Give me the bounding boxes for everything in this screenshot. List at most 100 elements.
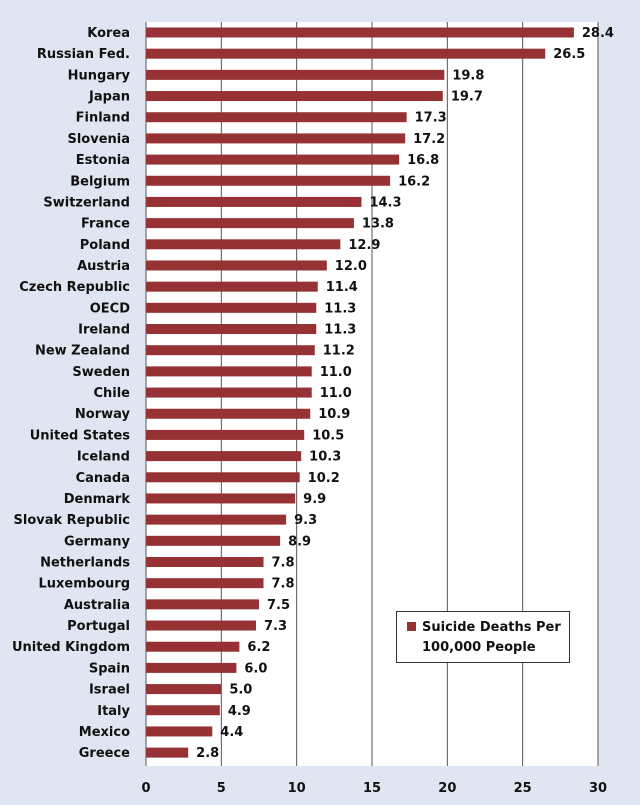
bar bbox=[146, 535, 281, 546]
category-label: Poland bbox=[80, 238, 130, 253]
category-label: Greece bbox=[79, 746, 130, 761]
bar bbox=[146, 387, 312, 398]
category-labels: Korea Russian Fed. Hungary Japan Finland Slov… bbox=[12, 26, 131, 761]
category-label: Russian Fed. bbox=[37, 47, 130, 62]
value-label: 11.3 bbox=[324, 301, 356, 316]
x-tick-label: 10 bbox=[288, 781, 306, 796]
category-label: Belgium bbox=[70, 174, 130, 189]
bar bbox=[146, 726, 213, 737]
category-label: United States bbox=[30, 428, 131, 443]
legend: Suicide Deaths Per 100,000 People bbox=[396, 611, 570, 663]
value-label: 4.4 bbox=[220, 725, 243, 740]
category-label: Finland bbox=[76, 111, 130, 126]
category-label: Hungary bbox=[68, 68, 131, 83]
value-label: 14.3 bbox=[369, 195, 401, 210]
bar bbox=[146, 175, 391, 186]
bar bbox=[146, 662, 237, 673]
bar bbox=[146, 366, 312, 377]
category-label: Luxembourg bbox=[39, 577, 131, 592]
category-label: France bbox=[81, 217, 130, 232]
value-label: 13.8 bbox=[362, 217, 394, 232]
bar bbox=[146, 599, 259, 610]
bar bbox=[146, 705, 220, 716]
category-label: Slovak Republic bbox=[14, 513, 130, 528]
bar bbox=[146, 684, 222, 695]
category-label: Slovenia bbox=[67, 132, 130, 147]
value-label: 4.9 bbox=[228, 704, 251, 719]
bar bbox=[146, 557, 264, 567]
value-label: 7.8 bbox=[272, 577, 295, 592]
category-label: Ireland bbox=[78, 323, 130, 338]
value-label: 17.3 bbox=[415, 111, 447, 126]
bar bbox=[146, 281, 318, 292]
value-labels: 28.4 26.5 19.8 19.7 17.3 17.2 16.8 16.2 14.3 13.8… bbox=[196, 26, 614, 761]
value-label: 11.0 bbox=[320, 386, 352, 401]
value-label: 12.0 bbox=[335, 259, 367, 274]
value-label: 11.0 bbox=[320, 365, 352, 380]
value-label: 6.2 bbox=[247, 640, 270, 655]
legend-label-line2: 100,000 People bbox=[422, 640, 536, 655]
bar bbox=[146, 69, 445, 80]
bars bbox=[146, 27, 574, 758]
value-label: 7.3 bbox=[264, 619, 287, 634]
category-label: United Kingdom bbox=[12, 640, 130, 655]
value-label: 16.8 bbox=[407, 153, 439, 168]
bar bbox=[146, 514, 287, 525]
x-tick-label: 25 bbox=[514, 781, 532, 796]
value-label: 11.2 bbox=[323, 344, 355, 359]
category-label: New Zealand bbox=[35, 344, 130, 359]
category-label: OECD bbox=[90, 301, 130, 316]
category-label: Spain bbox=[89, 661, 130, 676]
category-label: Norway bbox=[75, 407, 131, 422]
value-label: 16.2 bbox=[398, 174, 430, 189]
bar bbox=[146, 112, 407, 123]
value-label: 10.9 bbox=[318, 407, 350, 422]
category-label: Germany bbox=[64, 534, 130, 549]
value-label: 11.4 bbox=[326, 280, 358, 295]
category-label: Portugal bbox=[67, 619, 130, 634]
value-label: 17.2 bbox=[413, 132, 445, 147]
category-label: Czech Republic bbox=[19, 280, 130, 295]
bar bbox=[146, 472, 300, 483]
category-label: Denmark bbox=[64, 492, 131, 507]
value-label: 19.8 bbox=[452, 68, 484, 83]
category-label: Netherlands bbox=[40, 556, 130, 571]
x-tick-label: 15 bbox=[363, 781, 381, 796]
value-label: 9.9 bbox=[303, 492, 326, 507]
value-label: 7.5 bbox=[267, 598, 290, 613]
bar bbox=[146, 747, 189, 758]
category-label: Mexico bbox=[79, 725, 130, 740]
value-label: 10.3 bbox=[309, 450, 341, 465]
bar bbox=[146, 154, 400, 165]
category-label: Switzerland bbox=[43, 195, 130, 210]
category-label: Japan bbox=[88, 90, 130, 105]
value-label: 26.5 bbox=[553, 47, 585, 62]
bar bbox=[146, 196, 362, 207]
bar bbox=[146, 27, 574, 38]
bar bbox=[146, 408, 311, 419]
value-label: 5.0 bbox=[229, 683, 252, 698]
x-axis-ticks: 0 5 10 15 20 25 30 bbox=[141, 781, 607, 796]
category-label: Italy bbox=[97, 704, 130, 719]
bar bbox=[146, 48, 546, 59]
bar bbox=[146, 133, 406, 144]
category-label: Iceland bbox=[77, 450, 130, 465]
value-label: 10.2 bbox=[308, 471, 340, 486]
value-label: 7.8 bbox=[272, 556, 295, 571]
value-label: 10.5 bbox=[312, 428, 344, 443]
bar bbox=[146, 302, 317, 313]
category-label: Israel bbox=[89, 683, 130, 698]
bar bbox=[146, 345, 315, 356]
category-label: Austria bbox=[77, 259, 130, 274]
value-label: 2.8 bbox=[196, 746, 219, 761]
category-label: Sweden bbox=[72, 365, 130, 380]
value-label: 8.9 bbox=[288, 534, 311, 549]
x-tick-label: 5 bbox=[217, 781, 226, 796]
bar bbox=[146, 641, 240, 652]
category-label: Estonia bbox=[76, 153, 130, 168]
bar bbox=[146, 91, 443, 102]
bar bbox=[146, 260, 327, 271]
x-tick-label: 30 bbox=[589, 781, 607, 796]
bar bbox=[146, 493, 296, 504]
